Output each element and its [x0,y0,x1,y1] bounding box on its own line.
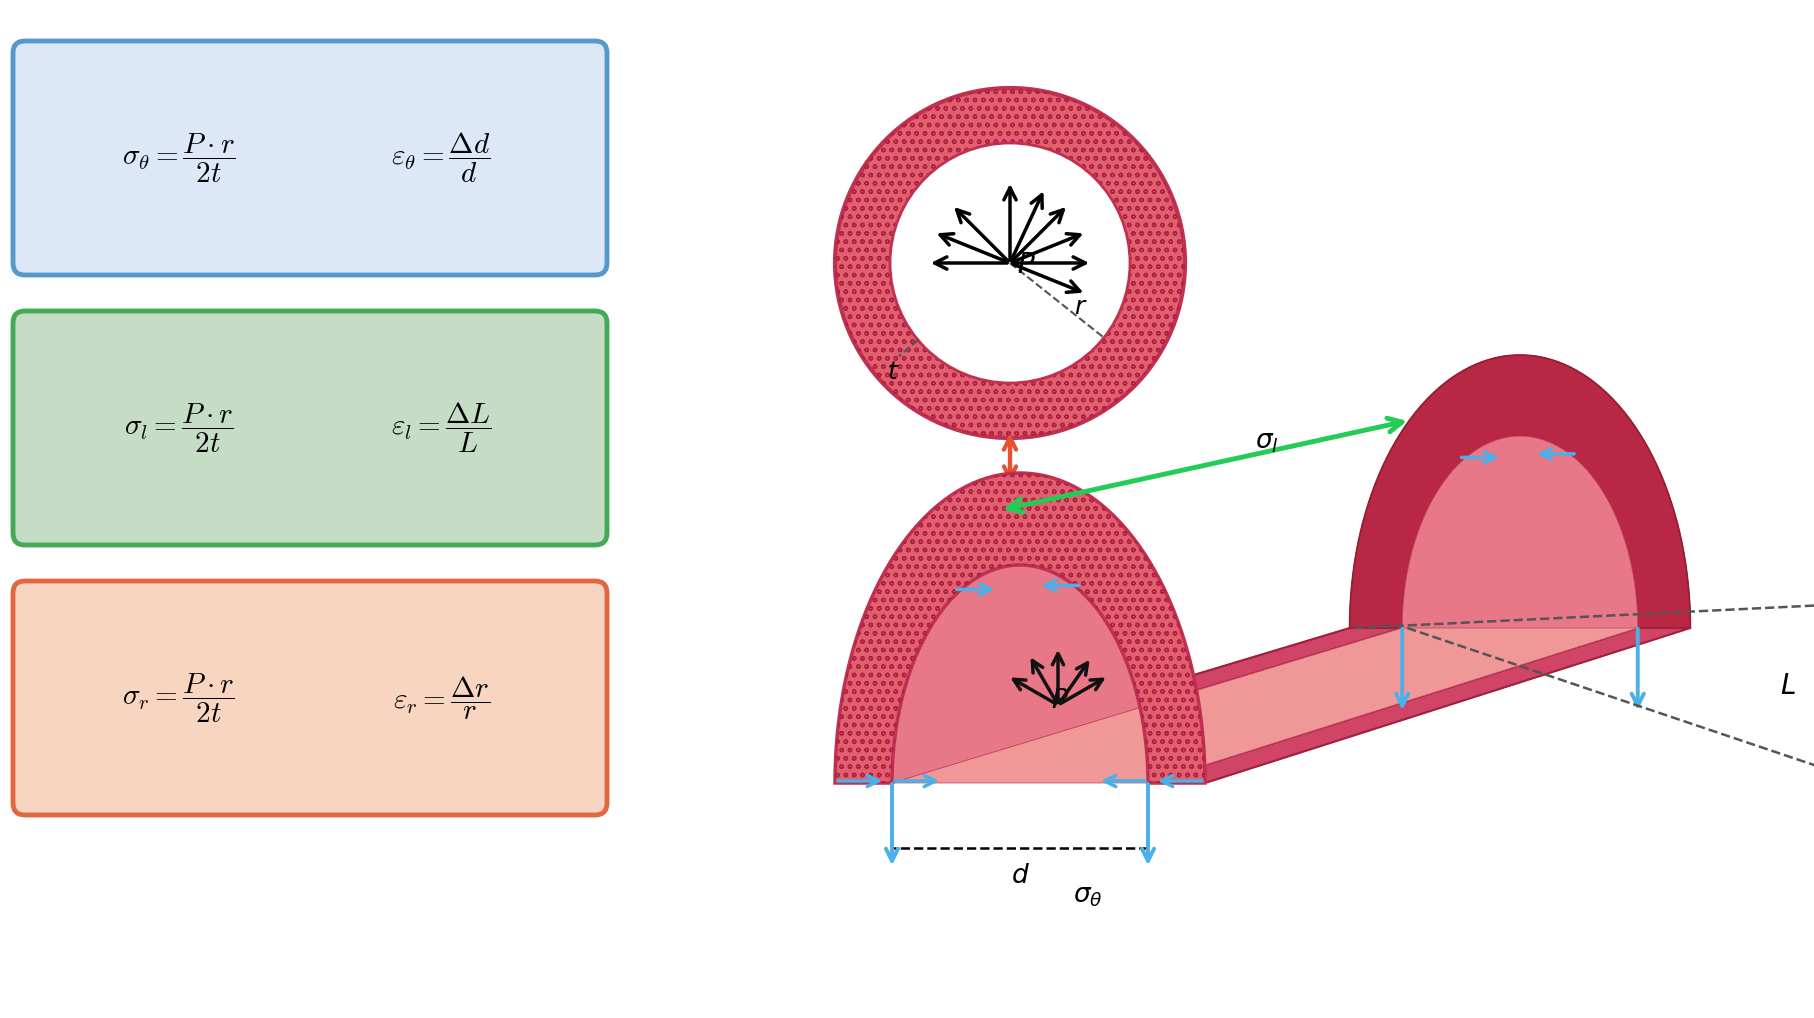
FancyBboxPatch shape [13,581,608,815]
Text: $d$: $d$ [1010,863,1029,889]
Text: $L$: $L$ [1781,672,1796,699]
Text: $t$: $t$ [887,360,900,384]
Text: $\sigma_r$: $\sigma_r$ [972,500,998,524]
Text: $r$: $r$ [1074,295,1087,320]
Polygon shape [1350,355,1691,628]
Text: $P$: $P$ [1050,688,1068,714]
Polygon shape [1148,628,1691,783]
Text: $\sigma_{\theta}$: $\sigma_{\theta}$ [1074,883,1103,909]
Text: $\varepsilon_{\theta} = \dfrac{\Delta d}{d}$: $\varepsilon_{\theta} = \dfrac{\Delta d}… [392,131,492,185]
Text: $\varepsilon_{r} = \dfrac{\Delta r}{r}$: $\varepsilon_{r} = \dfrac{\Delta r}{r}$ [392,675,490,722]
Polygon shape [892,628,1638,783]
Circle shape [891,143,1130,383]
Polygon shape [892,436,1638,783]
Text: $\varepsilon_{l} = \dfrac{\Delta L}{L}$: $\varepsilon_{l} = \dfrac{\Delta L}{L}$ [390,401,492,455]
Text: $P$: $P$ [1018,251,1036,279]
FancyBboxPatch shape [13,312,608,545]
Polygon shape [834,473,1204,783]
Text: $\sigma_{\theta} = \dfrac{P \cdot r}{2t}$: $\sigma_{\theta} = \dfrac{P \cdot r}{2t}… [122,131,236,184]
Polygon shape [834,628,1402,783]
Polygon shape [834,355,1691,783]
Circle shape [834,88,1185,438]
Text: $\sigma_l$: $\sigma_l$ [1255,430,1279,455]
Text: $\sigma_{l} = \dfrac{P \cdot r}{2t}$: $\sigma_{l} = \dfrac{P \cdot r}{2t}$ [123,401,234,455]
FancyBboxPatch shape [13,41,608,275]
Text: $\sigma_{r} = \dfrac{P \cdot r}{2t}$: $\sigma_{r} = \dfrac{P \cdot r}{2t}$ [123,672,236,725]
